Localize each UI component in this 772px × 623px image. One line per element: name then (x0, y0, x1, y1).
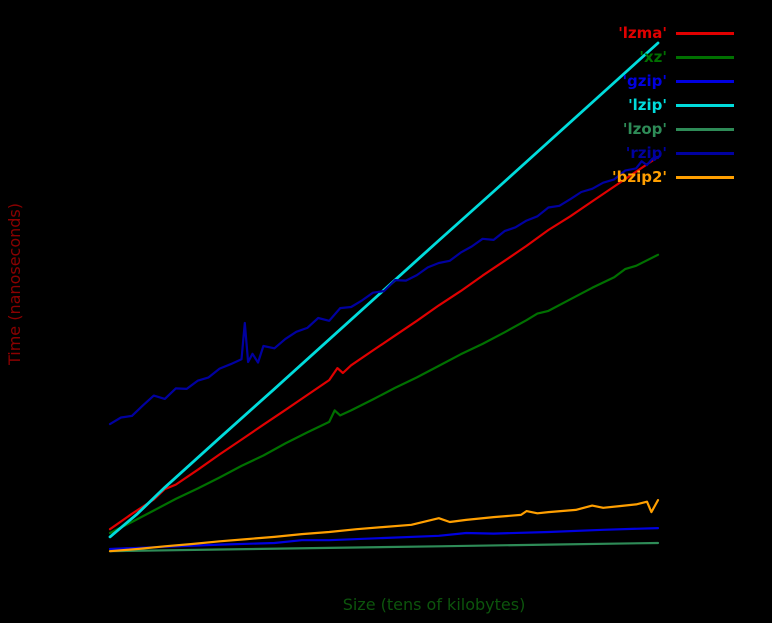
series-line-lzop (108, 541, 660, 553)
legend-label-bzip2: 'bzip2' (612, 168, 667, 186)
x-axis-label: Size (tens of kilobytes) (342, 595, 526, 614)
legend-item-rzip: 'rzip' (612, 141, 734, 165)
series-line-rzip (108, 156, 660, 426)
series-line-bzip2 (108, 499, 660, 553)
legend-item-lzop: 'lzop' (612, 117, 734, 141)
legend-line-sample-xz (676, 55, 734, 59)
legend-line-sample-bzip2 (676, 175, 734, 179)
series-line-gzip (108, 526, 660, 551)
series-line-lzma (108, 155, 660, 531)
legend-label-lzma: 'lzma' (618, 24, 667, 42)
legend-item-xz: 'xz' (612, 45, 734, 69)
legend-label-gzip: 'gzip' (622, 72, 667, 90)
series-line-lzip (108, 41, 660, 539)
legend-line-sample-lzip (676, 103, 734, 107)
legend: 'lzma' 'xz' 'gzip' 'lzip' 'lzop' 'rzip' 'bzip2… (612, 21, 734, 189)
legend-item-lzma: 'lzma' (612, 21, 734, 45)
legend-line-sample-lzma (676, 31, 734, 35)
legend-label-xz: 'xz' (639, 48, 667, 66)
legend-line-sample-rzip (676, 151, 734, 155)
legend-label-rzip: 'rzip' (625, 144, 667, 162)
legend-line-sample-gzip (676, 79, 734, 83)
legend-label-lzip: 'lzip' (628, 96, 667, 114)
legend-item-lzip: 'lzip' (612, 93, 734, 117)
legend-item-bzip2: 'bzip2' (612, 165, 734, 189)
legend-label-lzop: 'lzop' (622, 120, 667, 138)
legend-item-gzip: 'gzip' (612, 69, 734, 93)
legend-line-sample-lzop (676, 127, 734, 131)
series-line-xz (108, 253, 660, 535)
y-axis-label: Time (nanoseconds) (5, 203, 24, 365)
